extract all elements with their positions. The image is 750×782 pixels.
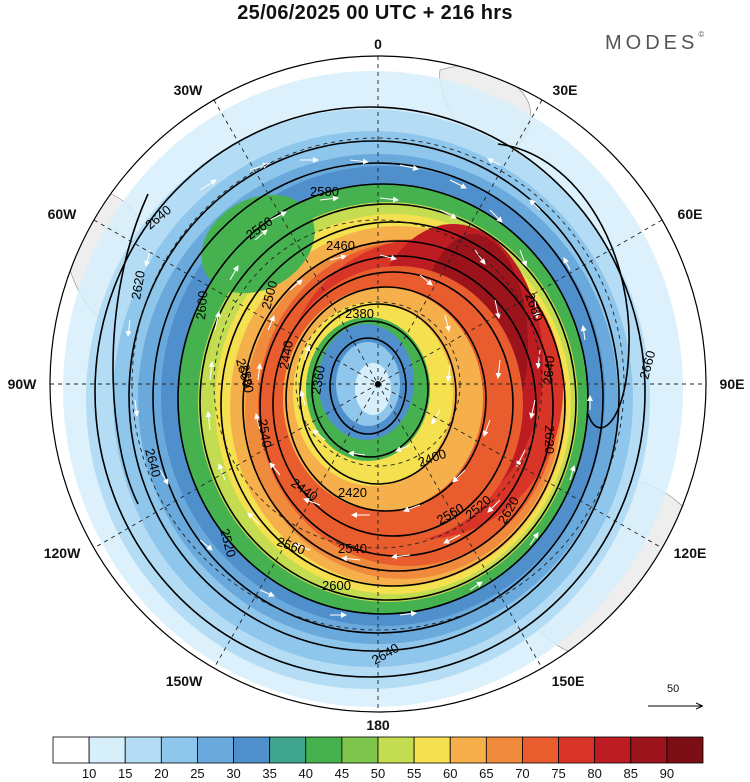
contour-label: 2520	[217, 527, 239, 559]
contour-label: 2580	[310, 184, 339, 199]
lon-label-90w: 90W	[7, 376, 37, 392]
wind-scale-value: 50	[667, 683, 680, 695]
contour-label: 2360	[308, 364, 328, 395]
contour-label: 2540	[255, 418, 275, 449]
lon-label-120e: 120E	[673, 545, 707, 561]
colorbar-tick-label: 10	[81, 766, 97, 781]
colorbar-tick-label: 55	[406, 766, 422, 781]
contour-label: 2620	[542, 425, 557, 454]
brand-logo: MODES©	[605, 30, 705, 55]
lon-label-60w: 60W	[47, 206, 77, 222]
lon-label-120w: 120W	[43, 545, 81, 561]
colorbar-tick-label: 85	[623, 766, 638, 781]
colorbar-swatch	[160, 736, 198, 764]
colorbar-swatch	[197, 736, 234, 764]
contour-label: 2420	[338, 485, 367, 500]
contour-label: 2600	[322, 578, 351, 593]
colorbar-swatch	[413, 736, 451, 764]
colorbar-swatch	[666, 736, 704, 764]
graticule	[50, 56, 706, 712]
map-title: 25/06/2025 00 UTC + 216 hrs	[237, 2, 513, 24]
colorbar-swatch	[630, 736, 668, 764]
lon-label-150w: 150W	[165, 673, 203, 689]
pole-marker	[375, 381, 381, 387]
colorbar-tick-label: 75	[551, 766, 566, 781]
colorbar-tick-label: 65	[479, 766, 494, 781]
colorbar-swatch	[124, 736, 162, 764]
colorbar-swatch	[558, 736, 596, 764]
contour-label: 2440	[276, 339, 296, 370]
contour-label: 2600	[193, 290, 210, 320]
lon-label-30e: 30E	[552, 82, 578, 98]
colorbar-tick-label: 80	[587, 766, 602, 781]
colorbar-swatch	[594, 736, 632, 764]
colorbar-swatch	[52, 736, 90, 764]
colorbar	[52, 736, 704, 764]
wind-speed-shading	[63, 71, 683, 707]
contour-label: 2540	[338, 541, 367, 556]
contour-label: 2580	[237, 363, 257, 394]
colorbar-tick-label: 30	[226, 766, 241, 781]
colorbar-swatch	[377, 736, 415, 764]
contour-label: 2640	[540, 355, 557, 385]
colorbar-swatch	[485, 736, 523, 764]
contour-label: 2660	[636, 349, 658, 381]
contour-label: 2560	[233, 357, 255, 389]
contour-label: 2380	[345, 306, 374, 321]
colorbar-swatch	[341, 736, 379, 764]
copyright-mark: ©	[698, 30, 705, 40]
map-boundary	[49, 55, 707, 713]
colorbar-tick-label: 45	[334, 766, 350, 781]
colorbar-tick-label: 35	[262, 766, 277, 781]
lon-label-60e: 60E	[677, 206, 703, 222]
lon-label-0: 0	[374, 36, 382, 52]
colorbar-swatch	[449, 736, 487, 764]
colorbar-swatch	[233, 736, 271, 764]
colorbar-swatch	[305, 736, 343, 764]
colorbar-swatch	[88, 736, 126, 764]
colorbar-tick-label: 40	[298, 766, 313, 781]
lon-label-150e: 150E	[551, 673, 585, 689]
colorbar-tick-label: 90	[659, 766, 675, 781]
lon-label-30w: 30W	[173, 82, 203, 98]
contour-label: 2500	[258, 279, 280, 311]
colorbar-tick-label: 25	[190, 766, 205, 781]
lon-label-90e: 90E	[719, 376, 745, 392]
colorbar-tick-label: 70	[515, 766, 530, 781]
contour-label: 2640	[142, 447, 164, 479]
colorbar-tick-label: 50	[370, 766, 386, 781]
colorbar-tick-label: 60	[442, 766, 458, 781]
brand-name: MODES	[605, 32, 699, 54]
contour-label: 2620	[128, 269, 148, 300]
colorbar-swatch	[522, 736, 559, 764]
colorbar-tick-label: 15	[117, 766, 133, 781]
contour-label: 2460	[326, 238, 355, 253]
colorbar-swatch	[269, 736, 307, 764]
lon-label-180: 180	[366, 717, 390, 733]
colorbar-tick-label: 20	[154, 766, 169, 781]
